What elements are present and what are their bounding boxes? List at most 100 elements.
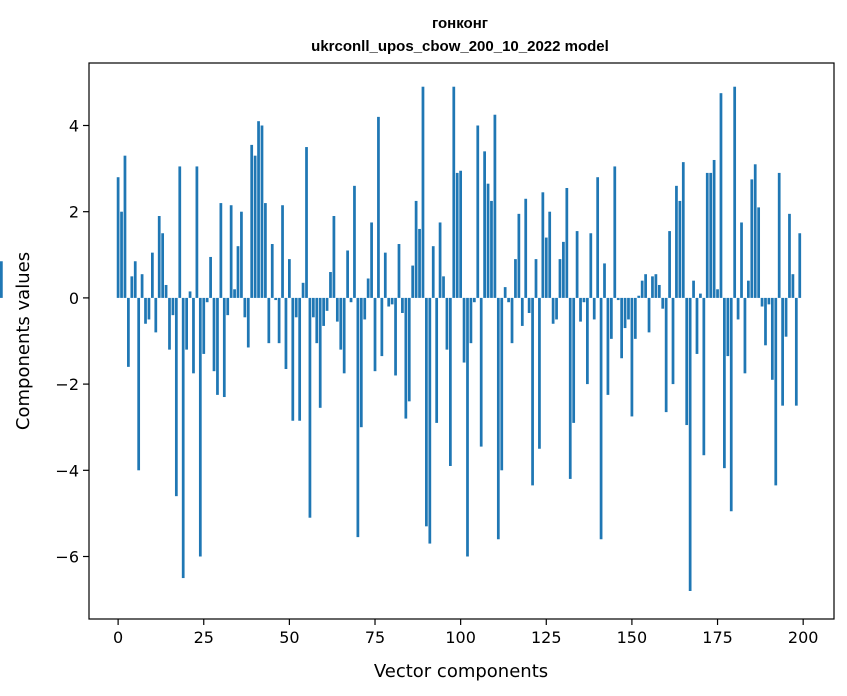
x-tick-label: 125 (531, 628, 562, 647)
bar-15 (168, 297, 171, 350)
bar-23 (195, 166, 199, 298)
bar-11 (154, 297, 158, 333)
bar-197 (791, 274, 795, 298)
bar-163 (675, 185, 678, 298)
bar-undefined (0, 261, 3, 298)
bar-199 (798, 233, 802, 298)
bar-33 (229, 205, 233, 298)
bar-125 (544, 237, 548, 298)
bar-84 (404, 297, 408, 419)
bar-113 (503, 287, 507, 298)
bar-99 (455, 172, 459, 298)
bar-58 (315, 297, 319, 344)
bar-143 (606, 297, 610, 395)
bar-70 (356, 297, 360, 538)
bar-128 (555, 297, 558, 320)
bar-49 (284, 297, 288, 370)
bar-148 (623, 297, 627, 329)
y-axis-ticks: −6 −4 −2 0 2 4 (55, 116, 89, 567)
bar-25 (202, 297, 206, 354)
bar-136 (582, 297, 586, 303)
bar-53 (298, 297, 302, 421)
bar-4 (130, 276, 134, 298)
x-tick-label: 0 (113, 628, 123, 647)
bar-183 (743, 297, 747, 374)
bar-8 (144, 297, 147, 324)
bar-40 (253, 155, 257, 298)
bar-29 (216, 297, 219, 395)
bar-89 (421, 86, 425, 298)
bar-76 (377, 116, 380, 298)
bar-97 (449, 297, 452, 466)
bar-149 (627, 297, 630, 320)
bar-103 (469, 297, 473, 344)
bar-175 (716, 289, 719, 298)
bar-164 (678, 200, 682, 298)
bar-144 (609, 297, 613, 339)
bar-137 (586, 297, 589, 385)
bar-162 (671, 297, 675, 385)
bar-179 (729, 297, 733, 512)
bar-174 (712, 159, 716, 298)
bar-167 (688, 297, 692, 591)
bar-66 (342, 297, 346, 374)
bar-62 (329, 272, 332, 298)
bar-115 (510, 297, 514, 344)
bar-195 (784, 297, 788, 337)
bar-104 (472, 297, 476, 303)
bar-188 (760, 297, 764, 307)
bar-0 (116, 177, 120, 298)
bar-42 (260, 125, 264, 298)
bar-94 (438, 222, 442, 298)
bar-110 (493, 114, 497, 298)
bar-122 (534, 259, 538, 298)
bar-145 (613, 166, 617, 298)
x-tick-label: 100 (445, 628, 476, 647)
bar-108 (486, 183, 490, 298)
bar-1 (120, 211, 123, 298)
bar-54 (301, 282, 305, 298)
bar-16 (171, 297, 175, 316)
bar-116 (514, 259, 517, 298)
bar-12 (157, 216, 161, 298)
bar-31 (222, 297, 226, 398)
bar-111 (496, 297, 500, 540)
bar-140 (596, 177, 600, 298)
bar-48 (281, 205, 284, 298)
bar-139 (592, 297, 596, 320)
bar-127 (551, 297, 555, 324)
bar-9 (147, 297, 151, 320)
bar-132 (568, 297, 572, 479)
bar-134 (575, 231, 579, 298)
bar-160 (664, 297, 668, 413)
y-tick-label: −4 (55, 461, 79, 480)
bar-141 (599, 297, 603, 540)
chart-title: гонконг (432, 15, 488, 32)
bar-150 (630, 297, 634, 417)
bar-154 (644, 274, 647, 298)
bar-130 (562, 241, 565, 298)
bar-198 (794, 297, 798, 406)
bar-114 (507, 297, 510, 303)
bar-77 (380, 297, 384, 357)
bar-71 (359, 297, 363, 428)
bar-192 (774, 297, 778, 486)
bar-72 (363, 297, 367, 320)
bar-119 (524, 198, 528, 298)
bar-109 (490, 200, 493, 298)
bar-37 (243, 297, 247, 318)
bar-87 (414, 200, 418, 298)
bar-194 (781, 297, 784, 406)
bar-41 (257, 121, 260, 298)
bar-181 (736, 297, 740, 320)
bar-118 (520, 297, 524, 326)
bar-180 (733, 86, 737, 298)
bar-153 (640, 280, 644, 298)
bar-191 (770, 297, 774, 380)
bar-27 (209, 256, 212, 298)
bar-157 (654, 274, 658, 298)
bar-158 (657, 284, 661, 298)
bar-151 (633, 297, 637, 339)
bar-152 (637, 295, 641, 298)
